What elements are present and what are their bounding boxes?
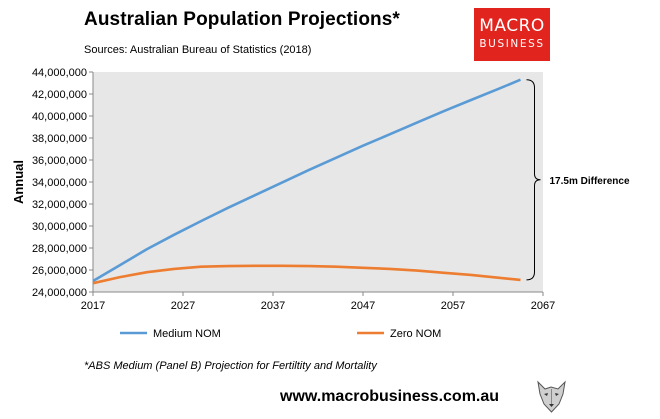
series-layer [92, 78, 522, 285]
macro-business-logo: MACRO BUSINESS [474, 8, 550, 61]
x-tick-label: 2027 [171, 300, 195, 312]
series-line-medium-nom [92, 78, 522, 283]
y-tick-label: 44,000,000 [32, 67, 87, 79]
difference-annotation: 17.5m Difference [550, 176, 630, 187]
logo-line-2: BUSINESS [479, 38, 545, 50]
chart-title: Australian Population Projections* [84, 9, 400, 30]
y-tick-label: 32,000,000 [32, 199, 87, 211]
y-tick-label: 38,000,000 [32, 133, 87, 145]
y-tick-label: 24,000,000 [32, 287, 87, 299]
footnote: *ABS Medium (Panel B) Projection for Fer… [84, 360, 377, 372]
series-line-zero-nom [92, 264, 521, 285]
y-tick-label: 28,000,000 [32, 243, 87, 255]
y-tick-label: 42,000,000 [32, 89, 87, 101]
y-tick-label: 34,000,000 [32, 177, 87, 189]
y-tick-label: 26,000,000 [32, 265, 87, 277]
plot-layer [93, 72, 543, 292]
y-tick-label: 40,000,000 [32, 111, 87, 123]
y-tick-label: 36,000,000 [32, 155, 87, 167]
logo-line-1: MACRO [479, 16, 545, 36]
legend-label: Zero NOM [390, 328, 441, 340]
x-tick-label: 2017 [81, 300, 105, 312]
website-url[interactable]: www.macrobusiness.com.au [280, 388, 500, 405]
y-axis-label: Annual [11, 160, 26, 204]
annotation-layer: 17.5m Difference [526, 79, 630, 281]
legend: Medium NOM Zero NOM [120, 328, 441, 340]
chart-source: Sources: Australian Bureau of Statistics… [84, 44, 312, 56]
axis-layer: 24,000,000 26,000,000 28,000,000 30,000,000… [11, 67, 555, 312]
x-tick-label: 2057 [441, 300, 465, 312]
x-tick-label: 2037 [261, 300, 285, 312]
wolf-logo-icon [537, 380, 566, 413]
difference-bracket [526, 79, 541, 281]
x-tick-label: 2067 [531, 300, 555, 312]
y-tick-label: 30,000,000 [32, 221, 87, 233]
x-tick-label: 2047 [351, 300, 375, 312]
plot-background [93, 72, 543, 292]
legend-label: Medium NOM [153, 328, 221, 340]
